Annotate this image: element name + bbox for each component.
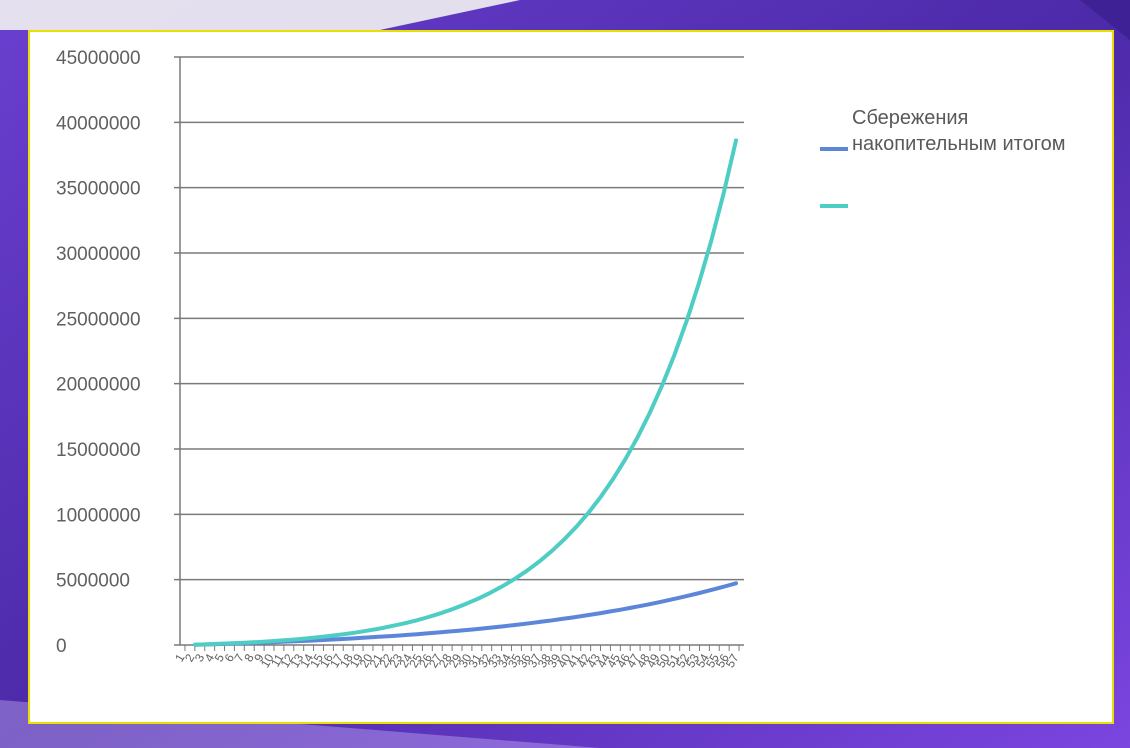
legend-entry-label: Сбережения накопительным итогом xyxy=(852,107,1066,155)
x-tick-label: 47 xyxy=(624,651,643,670)
x-tick-label: 33 xyxy=(485,651,504,670)
x-tick-label: 48 xyxy=(634,651,653,670)
x-tick-label: 10 xyxy=(258,651,277,670)
x-tick-label: 32 xyxy=(475,651,494,670)
x-tick-label: 31 xyxy=(466,651,485,670)
x-tick-label: 17 xyxy=(327,651,346,670)
x-tick-label: 13 xyxy=(287,651,306,670)
x-tick-label: 22 xyxy=(377,651,396,670)
x-tick-label: 51 xyxy=(663,651,682,670)
x-tick-label: 38 xyxy=(535,651,554,670)
x-tick-label: 53 xyxy=(683,651,702,670)
x-tick-label: 36 xyxy=(515,651,534,670)
x-tick-label: 37 xyxy=(525,651,544,670)
x-tick-label: 46 xyxy=(614,651,633,670)
x-tick-label: 15 xyxy=(307,651,326,670)
gridlines xyxy=(174,56,744,646)
x-tick-label: 55 xyxy=(703,651,722,670)
x-tick-label: 30 xyxy=(456,651,475,670)
x-tick-labels: 1234567891011121314151617181920212223242… xyxy=(172,645,742,670)
x-tick-label: 45 xyxy=(604,651,623,670)
x-tick-label: 35 xyxy=(505,651,524,670)
x-tick-label: 57 xyxy=(723,651,742,670)
x-tick-label: 20 xyxy=(357,651,376,670)
series-line-2 xyxy=(193,138,738,647)
legend-markers xyxy=(820,147,848,208)
series-lines xyxy=(193,138,738,647)
y-tick-label: 35000000 xyxy=(56,179,141,200)
x-tick-label: 50 xyxy=(654,651,673,670)
series-line-1 xyxy=(193,581,738,647)
x-tick-label: 42 xyxy=(574,651,593,670)
y-tick-label: 30000000 xyxy=(56,244,141,265)
x-tick-label: 23 xyxy=(386,651,405,670)
x-tick-label: 43 xyxy=(584,651,603,670)
x-tick-label: 34 xyxy=(495,651,514,670)
y-tick-label: 25000000 xyxy=(56,309,141,330)
y-tick-label: 10000000 xyxy=(56,505,141,526)
x-tick-label: 39 xyxy=(545,651,564,670)
x-tick-label: 27 xyxy=(426,651,445,670)
chart-frame xyxy=(28,30,1114,724)
x-tick-label: 29 xyxy=(446,651,465,670)
y-tick-label: 20000000 xyxy=(56,375,141,396)
y-tick-label: 15000000 xyxy=(56,440,141,461)
x-tick-label: 19 xyxy=(347,651,366,670)
x-tick-label: 21 xyxy=(367,651,386,670)
x-tick-label: 41 xyxy=(565,651,584,670)
x-tick-label: 24 xyxy=(396,651,415,670)
x-tick-label: 56 xyxy=(713,651,732,670)
x-tick-label: 26 xyxy=(416,651,435,670)
x-tick-label: 14 xyxy=(297,651,316,670)
x-tick-label: 54 xyxy=(693,651,712,670)
x-tick-label: 28 xyxy=(436,651,455,670)
x-tick-label: 49 xyxy=(644,651,663,670)
x-tick-label: 52 xyxy=(673,651,692,670)
x-tick-label: 25 xyxy=(406,651,425,670)
y-tick-label: 40000000 xyxy=(56,113,141,134)
y-tick-label: 45000000 xyxy=(56,48,141,69)
y-tick-label: 5000000 xyxy=(56,571,130,592)
x-tick-label: 44 xyxy=(594,651,613,670)
x-tick-label: 16 xyxy=(317,651,336,670)
x-tick-label: 12 xyxy=(278,651,297,670)
x-tick-label: 40 xyxy=(555,651,574,670)
y-tick-labels: 45000000 40000000 35000000 30000000 25000000… xyxy=(56,48,141,657)
x-tick-label: 18 xyxy=(337,651,356,670)
y-tick-label: 0 xyxy=(56,636,67,657)
